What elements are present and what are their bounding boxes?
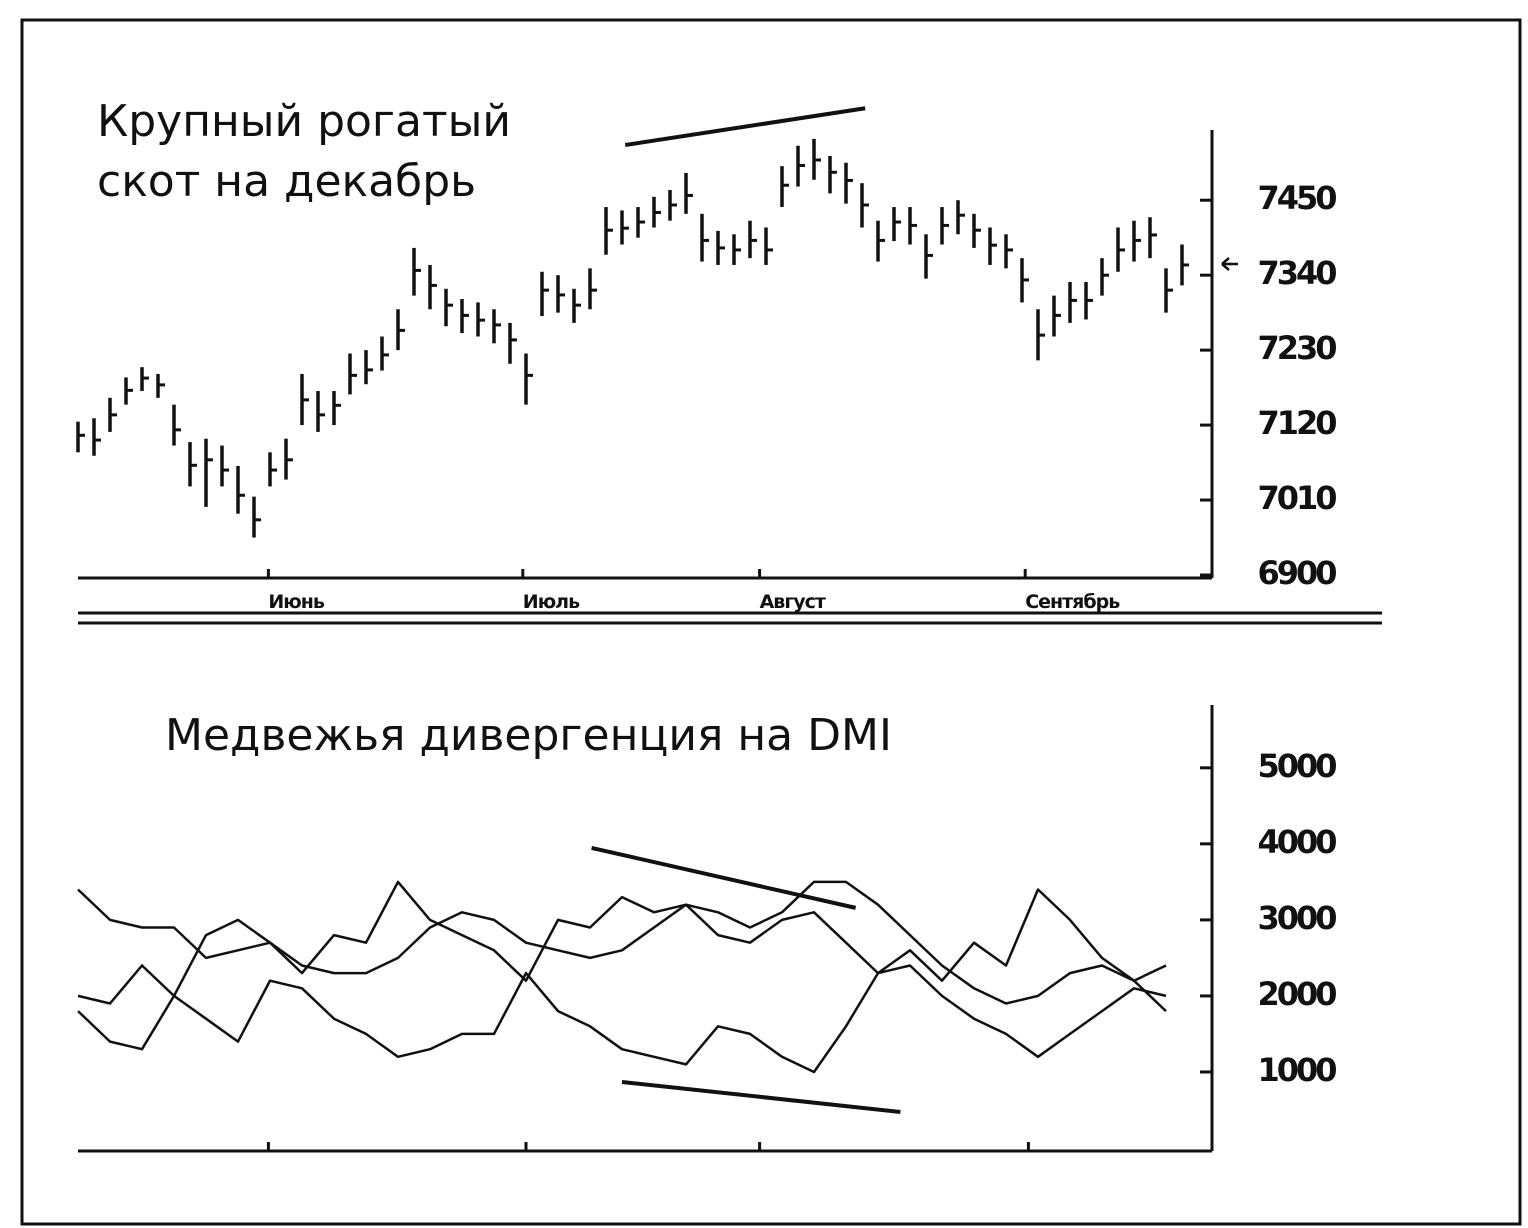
dmi-line: [77, 964, 1167, 1074]
dmi-line: [77, 880, 1167, 1013]
y-tick-label: 4000: [1257, 823, 1336, 861]
price-arrow: [1221, 257, 1238, 271]
x-tick-label: Июль: [523, 591, 580, 613]
y-tick-label: 7230: [1257, 329, 1336, 367]
y-tick-label: 6900: [1257, 554, 1336, 592]
chart-title: скот на декабрь: [97, 156, 476, 207]
y-tick-label: 2000: [1257, 975, 1336, 1013]
y-tick-label: 7450: [1257, 179, 1336, 217]
dmi-line: [77, 880, 1167, 1005]
y-tick-label: 7010: [1257, 479, 1336, 517]
y-tick-label: 3000: [1257, 899, 1336, 937]
y-tick-label: 7340: [1257, 254, 1336, 292]
x-tick-label: Август: [760, 591, 826, 613]
y-tick-label: 5000: [1257, 747, 1336, 785]
trendline: [624, 106, 866, 147]
x-tick-label: Июнь: [268, 591, 325, 613]
chart-title: Крупный рогатый: [97, 96, 511, 147]
trendline: [591, 845, 857, 910]
trendline: [621, 1080, 901, 1114]
chart-title: Медвежья дивергенция на DMI: [165, 710, 892, 761]
x-tick-label: Сентябрь: [1025, 591, 1120, 613]
frame: [20, 18, 1522, 1226]
y-tick-label: 1000: [1257, 1051, 1336, 1089]
y-tick-label: 7120: [1257, 404, 1336, 442]
